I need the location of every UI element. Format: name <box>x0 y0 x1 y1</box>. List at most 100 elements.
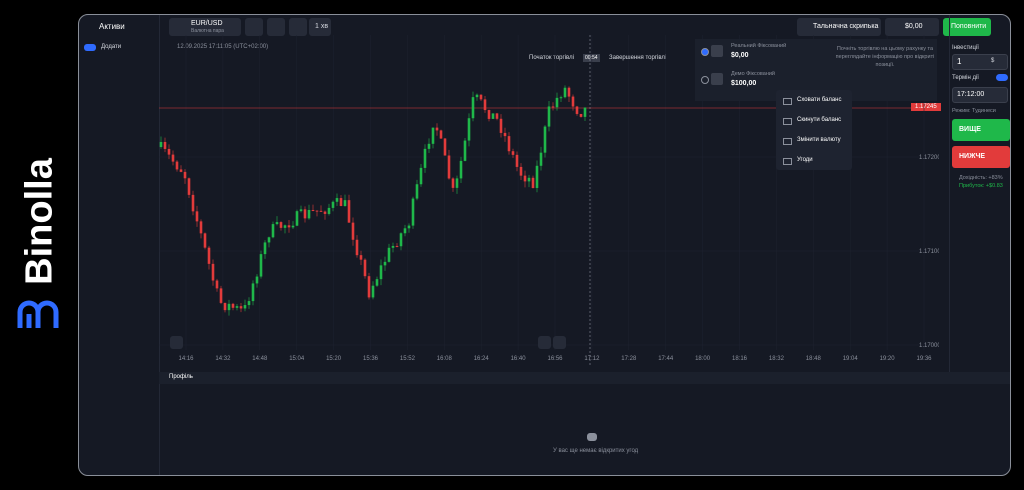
candle <box>499 118 503 133</box>
candle <box>303 209 307 219</box>
candle <box>251 283 255 302</box>
chart-type[interactable] <box>245 18 263 36</box>
time-label: 18:32 <box>769 356 785 362</box>
candle <box>427 143 431 149</box>
expiry-input[interactable] <box>952 87 1008 103</box>
candle <box>343 200 347 206</box>
pair-selector[interactable] <box>169 18 241 36</box>
menu-item[interactable]: Угоди <box>797 157 813 163</box>
zoom-in[interactable] <box>553 336 566 349</box>
add-asset[interactable]: Додати <box>101 44 122 50</box>
time-label: 15:52 <box>400 356 416 362</box>
brand: Binolla <box>18 158 61 285</box>
price-label: 1.17200 <box>919 155 939 161</box>
time-label: 16:08 <box>437 356 453 362</box>
investment-label: Інвестиції <box>952 45 979 51</box>
candle <box>275 222 279 225</box>
time-label: 16:40 <box>511 356 527 362</box>
candle <box>363 259 367 277</box>
down: НИЖЧЕ <box>959 153 986 160</box>
candle <box>227 303 231 311</box>
investment: 1 <box>957 57 962 66</box>
balance-btn[interactable] <box>885 18 939 36</box>
candle <box>315 210 319 212</box>
account-radio[interactable] <box>701 48 709 56</box>
menu-item[interactable]: Скинути баланс <box>797 117 842 123</box>
drawings[interactable] <box>267 18 285 36</box>
candle <box>555 97 559 108</box>
balance: $0,00 <box>905 23 923 30</box>
candle <box>411 198 415 226</box>
candle <box>367 276 371 298</box>
candle <box>243 305 247 309</box>
add-icon[interactable] <box>84 44 96 51</box>
candle <box>339 198 343 206</box>
time-label: 15:04 <box>289 356 305 362</box>
candle <box>563 87 567 98</box>
candle <box>319 210 323 212</box>
up-btn[interactable] <box>952 119 1010 141</box>
profile-tab[interactable]: Профіль <box>169 374 193 380</box>
deposit-btn[interactable] <box>943 18 991 36</box>
time-label: 19:20 <box>880 356 896 362</box>
menu-item[interactable]: Сховати баланс <box>797 97 842 103</box>
profile-bar <box>159 372 1010 384</box>
candle <box>259 254 263 277</box>
candle <box>415 184 419 199</box>
account-icon <box>711 73 723 85</box>
time-label: 18:48 <box>806 356 822 362</box>
candle <box>171 154 175 162</box>
price-label: 1.17000 <box>919 343 939 349</box>
timer: 00:54 <box>583 54 600 62</box>
candle <box>219 288 223 303</box>
pair: EUR/USD <box>191 20 223 27</box>
candle <box>439 130 443 139</box>
expiry-toggle[interactable] <box>996 74 1008 81</box>
time-label: 19:36 <box>916 356 932 362</box>
timeframe-btn[interactable] <box>309 18 331 36</box>
time-label: 19:04 <box>843 356 859 362</box>
time-label: 17:44 <box>658 356 674 362</box>
time-label: 17:28 <box>621 356 637 362</box>
app-frame: Активи Додати EUR/USD Валютна пара 1 хв … <box>78 14 1011 476</box>
menu-icon <box>783 138 792 145</box>
down-btn[interactable] <box>952 146 1010 168</box>
candle <box>495 113 499 119</box>
tournament: Тальначна скрипька <box>813 23 879 30</box>
candle <box>195 211 199 222</box>
candle <box>199 221 203 234</box>
candle <box>579 113 583 117</box>
menu-item[interactable]: Змінити валюту <box>797 137 841 143</box>
candle <box>207 247 211 264</box>
current-price: 1.17245 <box>911 103 941 111</box>
candle <box>327 207 331 214</box>
fullscreen[interactable] <box>289 18 307 36</box>
tournament-btn[interactable] <box>797 18 881 36</box>
indicators[interactable] <box>170 336 183 349</box>
candle <box>467 118 471 141</box>
time-label: 17:12 <box>584 356 600 362</box>
candle <box>551 106 555 108</box>
candle <box>543 126 547 153</box>
candle <box>383 261 387 266</box>
account-name: Реальний Фіксований <box>731 43 787 49</box>
candle <box>351 222 355 240</box>
time-label: 18:00 <box>695 356 711 362</box>
zoom-out[interactable] <box>538 336 551 349</box>
account-balance: $100,00 <box>731 80 757 87</box>
candle <box>255 276 259 284</box>
investment-input[interactable] <box>952 54 1008 70</box>
candle <box>583 107 587 117</box>
candle <box>235 306 239 308</box>
candle <box>547 106 551 127</box>
candle <box>355 239 359 256</box>
candle <box>391 245 395 248</box>
candle <box>503 132 507 137</box>
yield: Дохідність: +83% <box>959 175 1003 181</box>
candle <box>483 99 487 111</box>
candle <box>307 209 311 219</box>
candle <box>431 127 435 144</box>
candle <box>323 211 327 214</box>
account-radio[interactable] <box>701 76 709 84</box>
